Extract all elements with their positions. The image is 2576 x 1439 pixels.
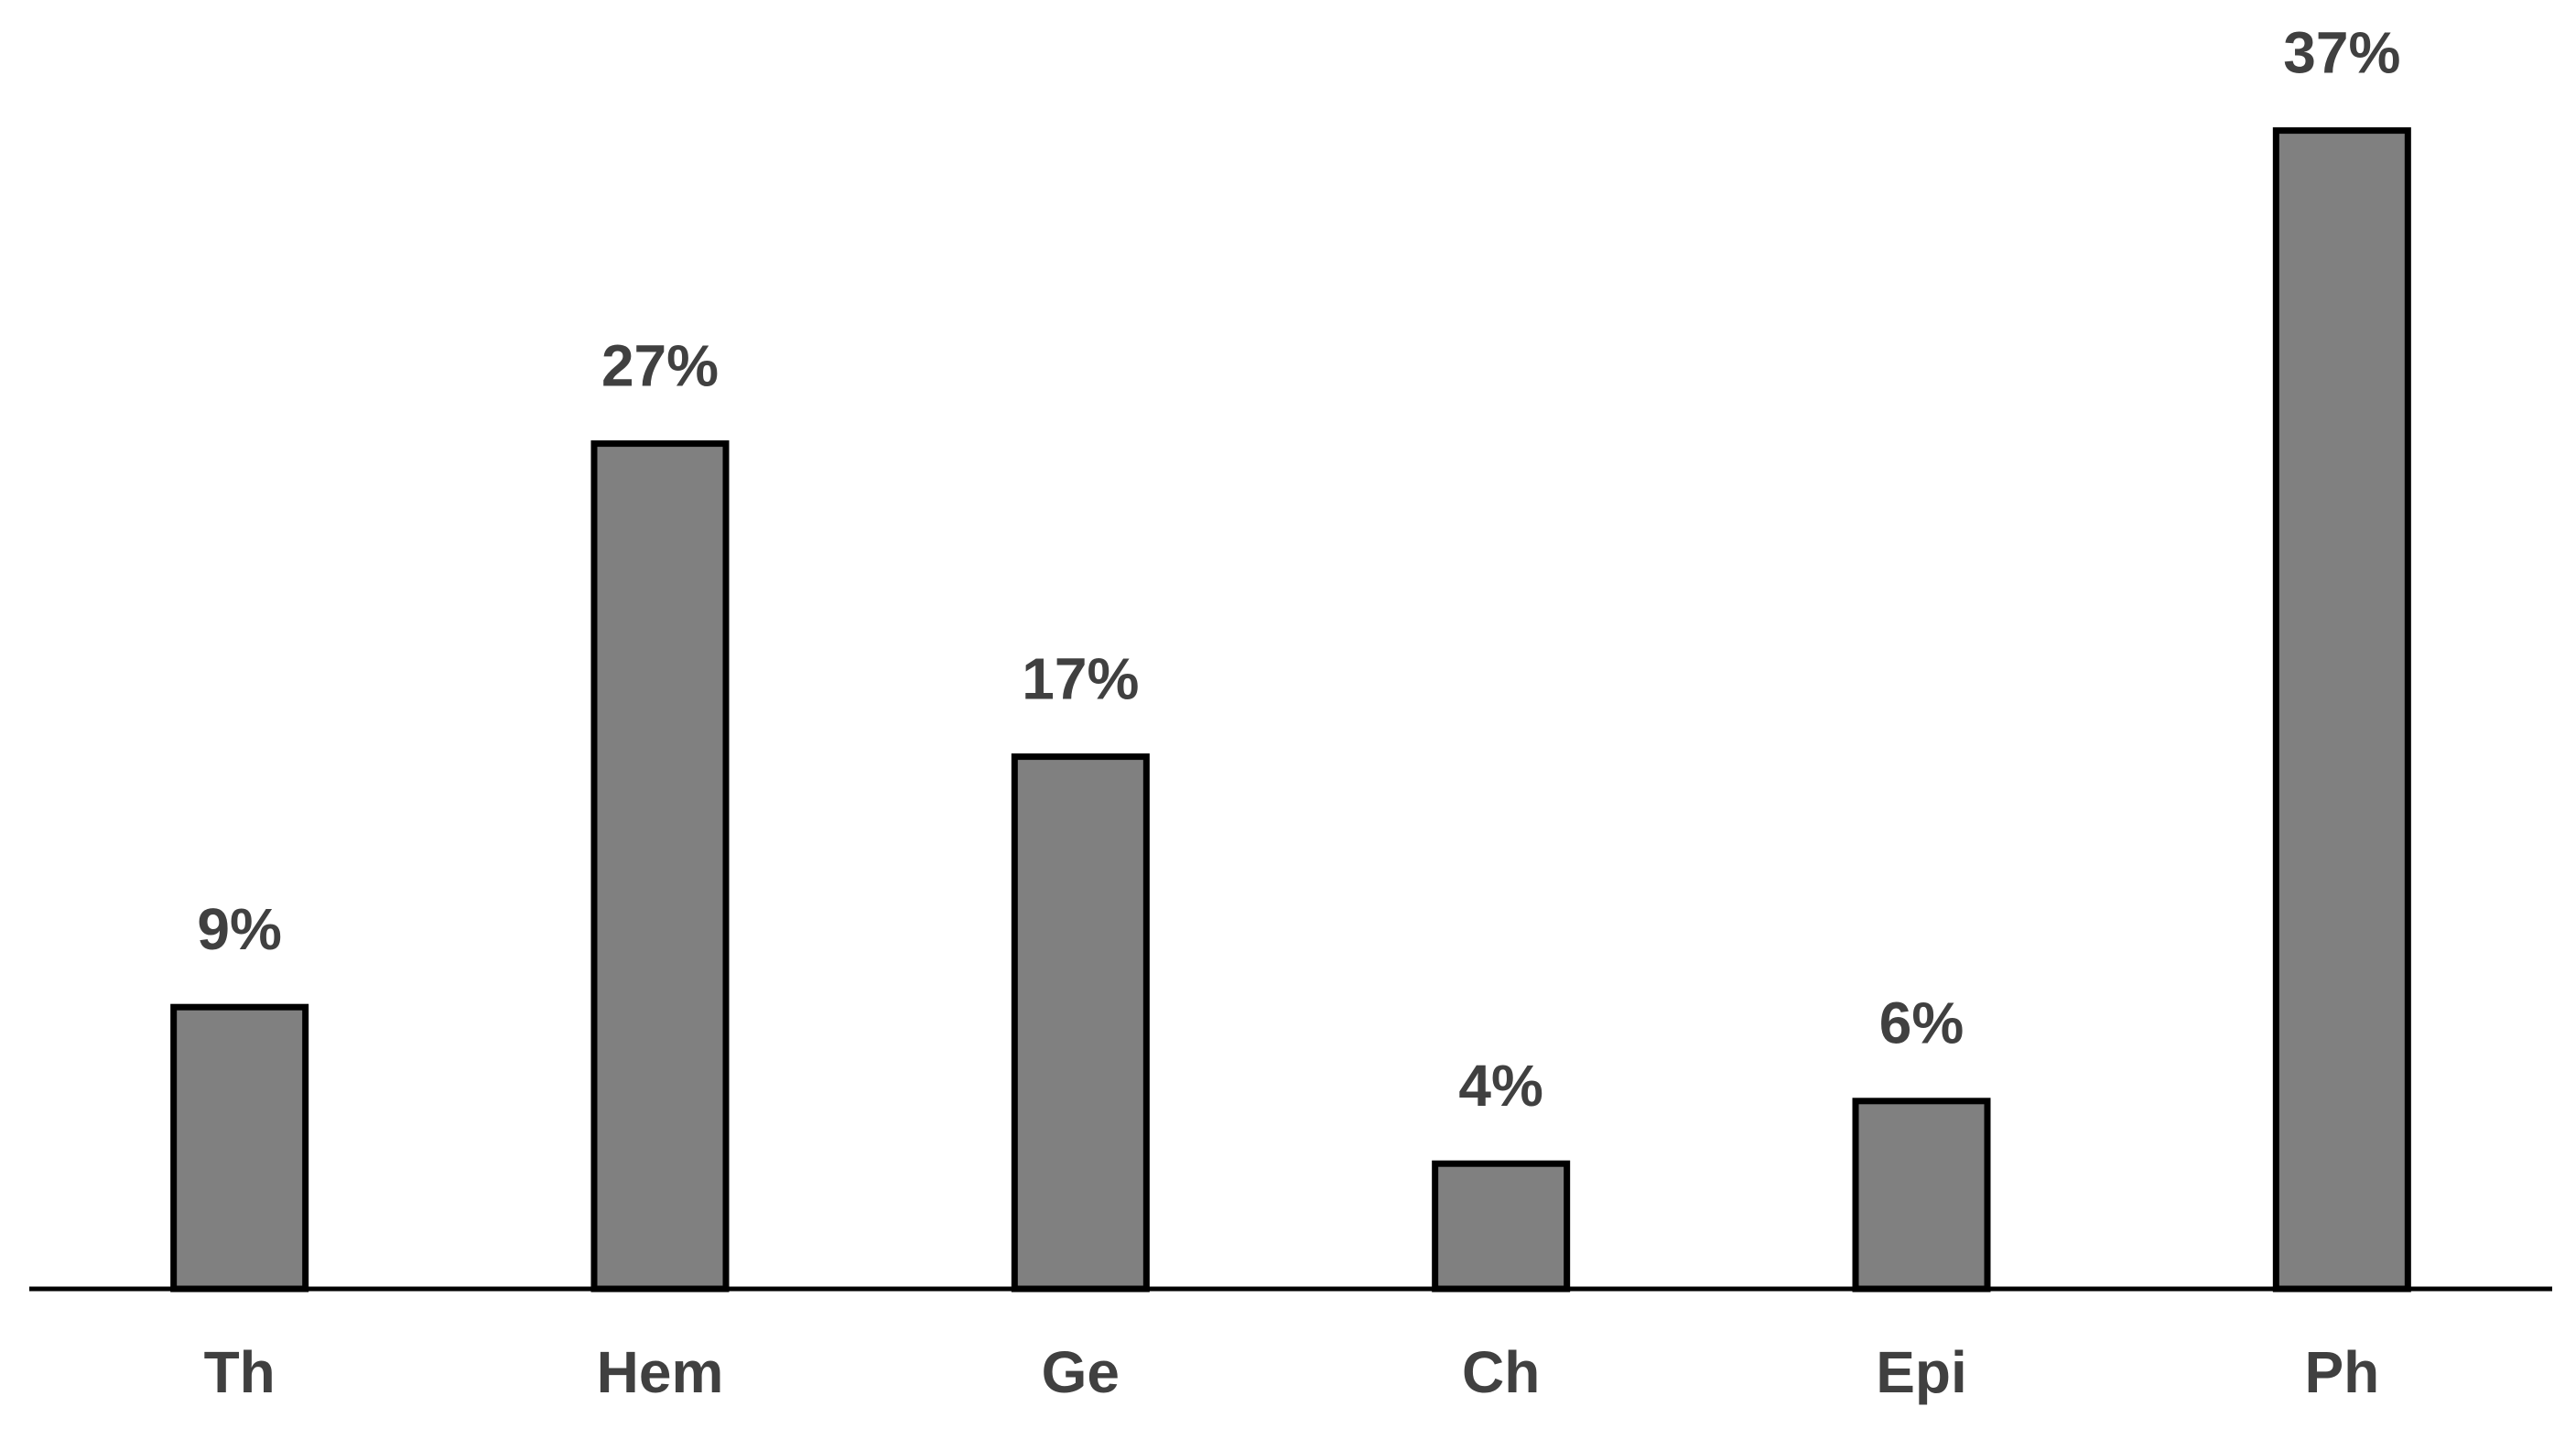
value-label: 17%	[1022, 646, 1139, 712]
value-label: 27%	[601, 333, 719, 399]
x-tick-label: Epi	[1876, 1339, 1967, 1405]
value-label: 6%	[1879, 990, 1964, 1056]
bar	[1852, 1098, 1991, 1293]
x-tick-label: Ph	[2304, 1339, 2379, 1405]
bar	[1011, 753, 1150, 1293]
bar	[1432, 1160, 1571, 1293]
x-tick-label: Ch	[1462, 1339, 1540, 1405]
x-tick-label: Th	[204, 1339, 276, 1405]
value-label: 9%	[197, 896, 282, 962]
bar	[590, 440, 730, 1293]
x-tick-label: Ge	[1042, 1339, 1120, 1405]
x-tick-label: Hem	[597, 1339, 724, 1405]
value-label: 37%	[2283, 20, 2400, 86]
bar	[170, 1003, 309, 1293]
value-label: 4%	[1458, 1053, 1543, 1119]
bar	[2272, 127, 2411, 1293]
